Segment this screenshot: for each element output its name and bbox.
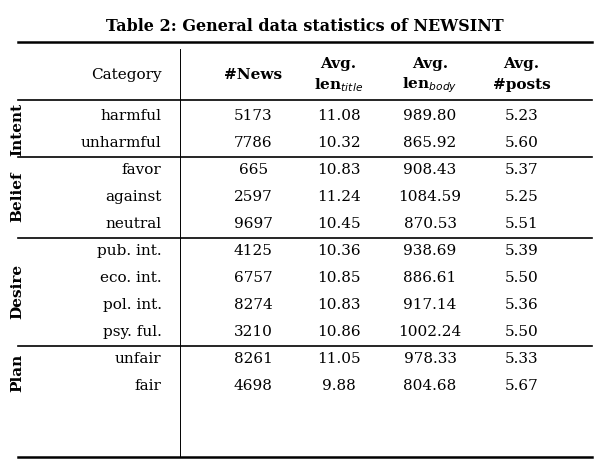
Text: 5.25: 5.25 [504,190,539,204]
Text: 5.33: 5.33 [504,352,539,366]
Text: 5.67: 5.67 [504,379,539,393]
Text: 10.83: 10.83 [317,163,361,177]
Text: Avg.: Avg. [503,57,540,71]
Text: Category: Category [91,68,162,82]
Text: #posts: #posts [493,78,550,92]
Text: unfair: unfair [115,352,162,366]
Text: 10.86: 10.86 [317,325,361,339]
Text: 917.14: 917.14 [403,298,457,312]
Text: 938.69: 938.69 [403,244,457,258]
Text: Avg.: Avg. [320,57,357,71]
Text: pol. int.: pol. int. [102,298,162,312]
Text: Table 2: General data statistics of NEWSINT: Table 2: General data statistics of NEWS… [106,18,504,35]
Text: 10.85: 10.85 [317,271,361,285]
Text: 1002.24: 1002.24 [398,325,462,339]
Text: 8274: 8274 [234,298,273,312]
Text: 9697: 9697 [234,217,273,231]
Text: neutral: neutral [106,217,162,231]
Text: 908.43: 908.43 [403,163,457,177]
Text: pub. int.: pub. int. [97,244,162,258]
Text: 989.80: 989.80 [403,109,457,123]
Text: 4698: 4698 [234,379,273,393]
Text: 5.50: 5.50 [504,271,539,285]
Text: 665: 665 [239,163,268,177]
Text: favor: favor [122,163,162,177]
Text: 5.60: 5.60 [504,136,539,150]
Text: Desire: Desire [10,264,24,319]
Text: 3210: 3210 [234,325,273,339]
Text: 10.45: 10.45 [317,217,361,231]
Text: 10.36: 10.36 [317,244,361,258]
Text: Plan: Plan [10,354,24,392]
Text: Belief: Belief [10,172,24,222]
Text: Avg.: Avg. [412,57,448,71]
Text: 11.08: 11.08 [317,109,361,123]
Text: 5.50: 5.50 [504,325,539,339]
Text: 5.51: 5.51 [504,217,539,231]
Text: against: against [106,190,162,204]
Text: 11.24: 11.24 [317,190,361,204]
Text: 5.39: 5.39 [504,244,539,258]
Text: 4125: 4125 [234,244,273,258]
Text: 11.05: 11.05 [317,352,361,366]
Text: 865.92: 865.92 [403,136,457,150]
Text: len$_{title}$: len$_{title}$ [314,76,363,94]
Text: #News: #News [224,68,282,82]
Text: 870.53: 870.53 [404,217,456,231]
Text: 804.68: 804.68 [403,379,457,393]
Text: len$_{body}$: len$_{body}$ [403,75,458,95]
Text: Intent: Intent [10,103,24,156]
Text: fair: fair [135,379,162,393]
Text: eco. int.: eco. int. [100,271,162,285]
Text: 9.88: 9.88 [321,379,356,393]
Text: 10.32: 10.32 [317,136,361,150]
Text: unharmful: unharmful [81,136,162,150]
Text: 5.36: 5.36 [504,298,539,312]
Text: 886.61: 886.61 [403,271,457,285]
Text: 5.23: 5.23 [504,109,539,123]
Text: 2597: 2597 [234,190,273,204]
Text: 1084.59: 1084.59 [398,190,462,204]
Text: 5.37: 5.37 [504,163,539,177]
Text: 978.33: 978.33 [404,352,456,366]
Text: 8261: 8261 [234,352,273,366]
Text: 10.83: 10.83 [317,298,361,312]
Text: harmful: harmful [101,109,162,123]
Text: 6757: 6757 [234,271,273,285]
Text: psy. ful.: psy. ful. [102,325,162,339]
Text: 5173: 5173 [234,109,273,123]
Text: 7786: 7786 [234,136,273,150]
